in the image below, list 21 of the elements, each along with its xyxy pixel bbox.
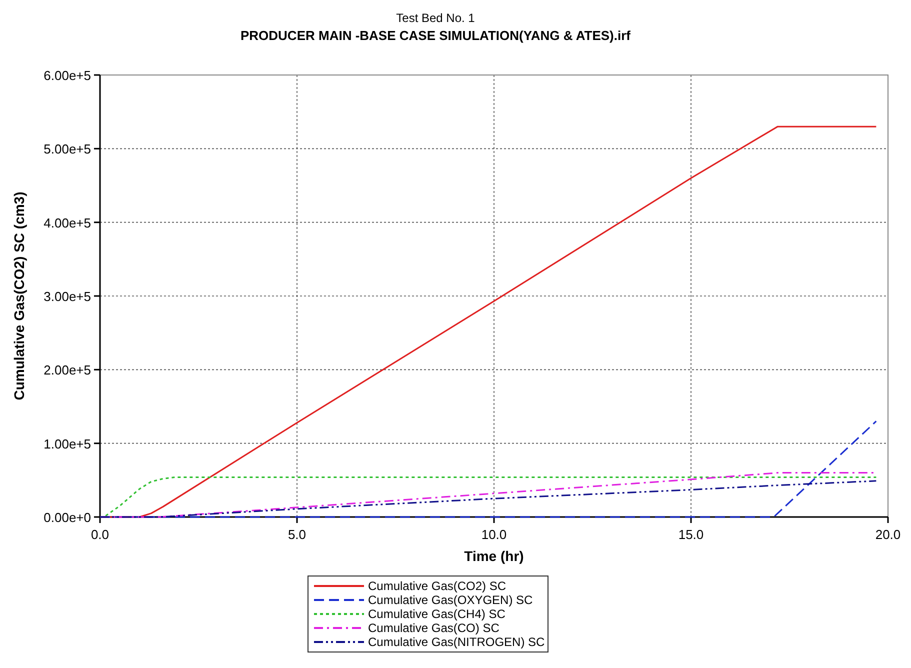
y-axis-title: Cumulative Gas(CO2) SC (cm3) bbox=[11, 192, 27, 400]
chart-title: PRODUCER MAIN -BASE CASE SIMULATION(YANG & ATES).irf bbox=[240, 28, 632, 43]
x-axis-title: Time (hr) bbox=[464, 548, 524, 564]
y-tick-label: 6.00e+5 bbox=[44, 68, 91, 83]
x-tick-label: 10.0 bbox=[481, 527, 507, 542]
y-tick-label: 4.00e+5 bbox=[44, 215, 91, 230]
legend-label: Cumulative Gas(CO) SC bbox=[368, 621, 500, 635]
x-tick-label: 5.0 bbox=[288, 527, 306, 542]
y-tick-label: 2.00e+5 bbox=[44, 362, 91, 378]
x-tick-label: 15.0 bbox=[678, 527, 704, 542]
y-tick-label: 0.00e+0 bbox=[44, 510, 91, 525]
y-tick-label: 1.00e+5 bbox=[44, 436, 91, 452]
x-tick-label: 0.0 bbox=[90, 527, 110, 542]
legend-label: Cumulative Gas(OXYGEN) SC bbox=[368, 593, 534, 607]
legend-label: Cumulative Gas(CO2) SC bbox=[368, 579, 506, 593]
legend-label: Cumulative Gas(CH4) SC bbox=[368, 607, 506, 621]
chart-subtitle: Test Bed No. 1 bbox=[396, 11, 476, 25]
y-tick-label: 5.00e+5 bbox=[44, 142, 91, 157]
legend-label: Cumulative Gas(NITROGEN) SC bbox=[368, 635, 546, 649]
y-tick-label: 3.00e+5 bbox=[44, 289, 91, 304]
x-tick-label: 20.0 bbox=[875, 527, 901, 542]
